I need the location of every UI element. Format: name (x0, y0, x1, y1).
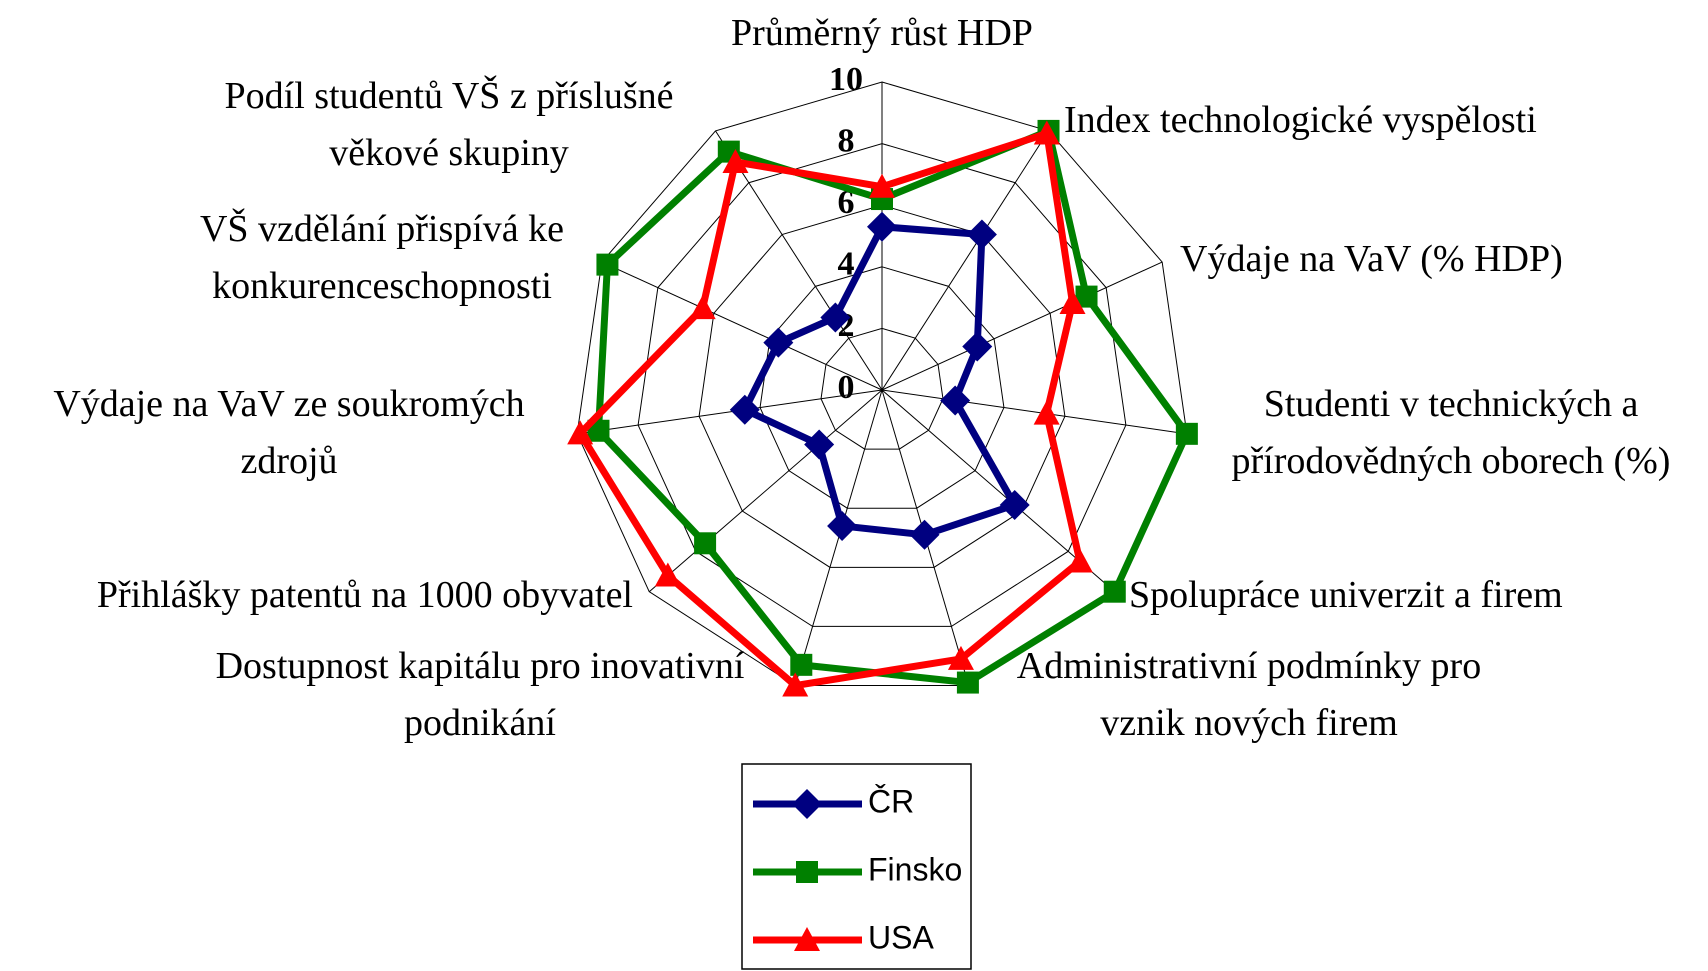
point-marker (654, 562, 681, 587)
spoke (601, 261, 883, 391)
series (587, 119, 1198, 694)
tick-label: 6 (838, 184, 855, 221)
spoke (881, 130, 1049, 391)
tick-label: 10 (829, 61, 863, 98)
axis-label: Dostupnost kapitálu pro inovativní podni… (215, 645, 745, 744)
legend-label: ČR (868, 783, 914, 819)
legend-marker (796, 861, 818, 883)
point-marker (790, 653, 813, 676)
spoke (715, 130, 883, 391)
legend-marker (794, 927, 820, 951)
series (567, 120, 1093, 697)
point-marker (909, 519, 940, 550)
point-marker (804, 429, 835, 460)
point-marker (940, 385, 971, 416)
axis-label: Přihlášky patentů na 1000 obyvatel (96, 574, 633, 616)
axis-label: Spolupráce univerzit a firem (1129, 574, 1563, 616)
point-marker (1103, 580, 1126, 603)
point-marker (1175, 422, 1198, 445)
spoke (881, 389, 1187, 435)
grid-ring (698, 204, 1066, 568)
point-marker (867, 211, 897, 242)
point-marker (782, 672, 809, 697)
axis-label: Index technologické vyspělosti (1064, 99, 1537, 141)
point-marker (827, 510, 858, 541)
spoke (794, 389, 883, 686)
legend-label: Finsko (868, 851, 962, 887)
point-marker (596, 253, 619, 276)
point-marker (689, 295, 716, 320)
tick-label: 4 (838, 246, 855, 283)
spoke (881, 261, 1163, 391)
axis-label: Výdaje na VaV ze soukromých zdrojů (53, 383, 525, 482)
point-marker (694, 532, 717, 555)
spoke (648, 389, 883, 593)
axis-label: Podíl studentů VŠ z příslušné věkové sku… (224, 75, 674, 174)
point-marker (869, 173, 895, 198)
series-line (741, 223, 1019, 539)
point-marker (966, 219, 997, 250)
axis-label: Výdaje na VaV (% HDP) (1180, 238, 1563, 280)
axis-label: VŠ vzdělání přispívá ke konkurenceschopn… (199, 208, 565, 307)
legend-box (741, 763, 972, 970)
point-marker (820, 302, 851, 333)
point-marker (962, 331, 993, 362)
grid-ring (820, 327, 944, 450)
point-marker (1033, 120, 1060, 145)
legend-marker (792, 789, 822, 819)
point-marker (729, 394, 760, 425)
axis-label: Průměrný růst HDP (731, 12, 1033, 54)
series-line (594, 127, 1191, 687)
point-marker (1033, 400, 1060, 425)
grid-ring (637, 143, 1127, 627)
point-marker (947, 645, 974, 670)
axis-label: Studenti v technických a přírodovědných … (1231, 383, 1671, 482)
legend-label: USA (868, 919, 934, 955)
point-marker (1075, 285, 1098, 308)
grid-ring (576, 81, 1188, 687)
spoke (577, 389, 883, 435)
tick-label: 0 (838, 369, 855, 406)
point-marker (763, 327, 794, 358)
point-marker (999, 489, 1030, 520)
point-marker (1066, 548, 1093, 573)
axis-label: Administrativní podmínky pro vznik novýc… (1016, 645, 1482, 744)
tick-label: 8 (838, 122, 855, 159)
series-line (576, 129, 1084, 690)
point-marker (1059, 289, 1086, 314)
point-marker (722, 148, 749, 173)
point-marker (956, 671, 979, 694)
series (729, 211, 1030, 550)
point-marker (567, 420, 594, 445)
